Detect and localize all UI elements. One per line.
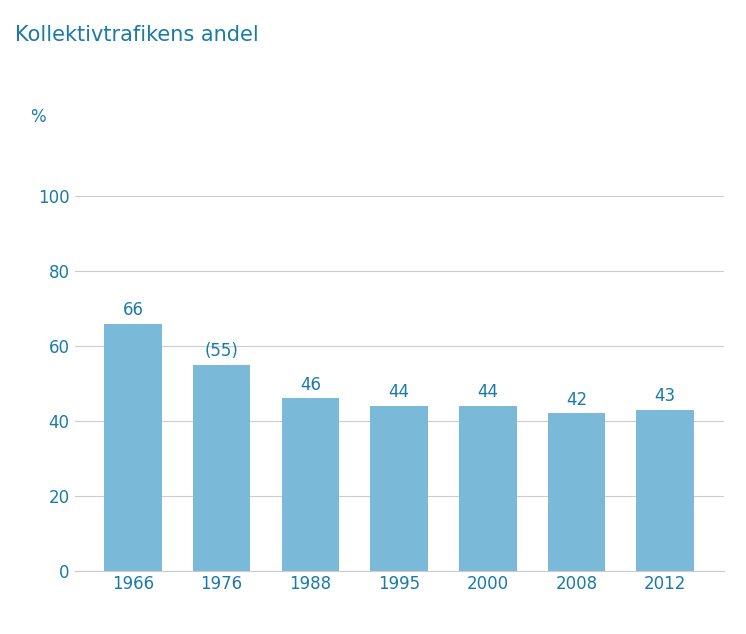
Text: 42: 42 [566, 391, 587, 409]
Text: %: % [30, 108, 46, 126]
Bar [459, 406, 517, 571]
Text: 66: 66 [122, 301, 143, 319]
Text: Kollektivtrafikens andel: Kollektivtrafikens andel [15, 25, 259, 46]
Bar [636, 410, 694, 571]
Text: 44: 44 [477, 384, 498, 401]
Bar [281, 398, 339, 571]
Text: 44: 44 [389, 384, 410, 401]
Bar [192, 365, 251, 571]
Bar [370, 406, 428, 571]
Text: 43: 43 [655, 387, 676, 405]
Bar [548, 413, 606, 571]
Text: 46: 46 [300, 376, 321, 394]
Text: (55): (55) [204, 342, 239, 360]
Bar [104, 323, 162, 571]
